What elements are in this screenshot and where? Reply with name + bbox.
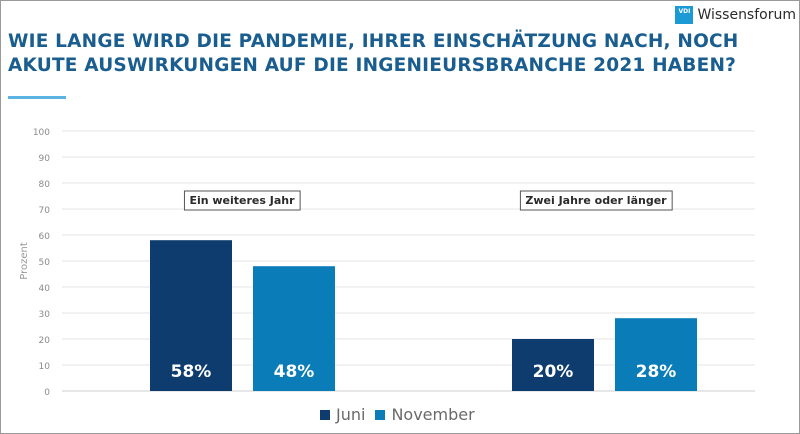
bar-november-1 [615, 318, 697, 391]
legend-label-november: November [391, 405, 475, 424]
y-tick-label-30: 30 [39, 310, 51, 320]
chart-title: WIE LANGE WIRD DIE PANDEMIE, IHRER EINSC… [8, 31, 739, 76]
legend-label-juni: Juni [336, 405, 366, 424]
category-label-0: Ein weiteres Jahr [189, 194, 295, 207]
y-tick-label-70: 70 [39, 206, 51, 216]
category-box-1 [519, 190, 673, 211]
y-tick-label-80: 80 [39, 180, 51, 190]
y-tick-label-40: 40 [39, 284, 51, 294]
category-label-1: Zwei Jahre oder länger [525, 194, 667, 207]
y-tick-label-0: 0 [44, 388, 50, 398]
y-tick-label-100: 100 [33, 128, 50, 138]
y-tick-label-60: 60 [39, 232, 51, 242]
bar-juni-0 [150, 240, 232, 391]
data-label-november-0: 48% [274, 362, 315, 382]
vdi-badge: VDI [675, 6, 694, 24]
y-axis-label: Prozent [19, 242, 30, 280]
y-tick-label-20: 20 [39, 336, 51, 346]
legend: Juni November [320, 405, 475, 424]
data-label-juni-1: 20% [533, 362, 574, 382]
category-box-0 [183, 190, 301, 211]
data-label-juni-0: 58% [171, 362, 212, 382]
bar-november-0 [253, 266, 335, 391]
legend-item-juni: Juni [320, 405, 365, 424]
legend-swatch-juni [320, 409, 330, 420]
y-tick-label-50: 50 [39, 258, 51, 268]
brand-logo: VDI Wissensforum [675, 6, 796, 24]
y-tick-label-10: 10 [39, 362, 51, 372]
brand-name: Wissensforum [697, 7, 796, 23]
data-label-november-1: 28% [636, 362, 677, 382]
title-underline [8, 96, 66, 99]
y-tick-label-90: 90 [39, 154, 51, 164]
legend-swatch-november [375, 409, 386, 420]
bar-juni-1 [512, 339, 594, 391]
legend-item-november: November [375, 405, 475, 424]
